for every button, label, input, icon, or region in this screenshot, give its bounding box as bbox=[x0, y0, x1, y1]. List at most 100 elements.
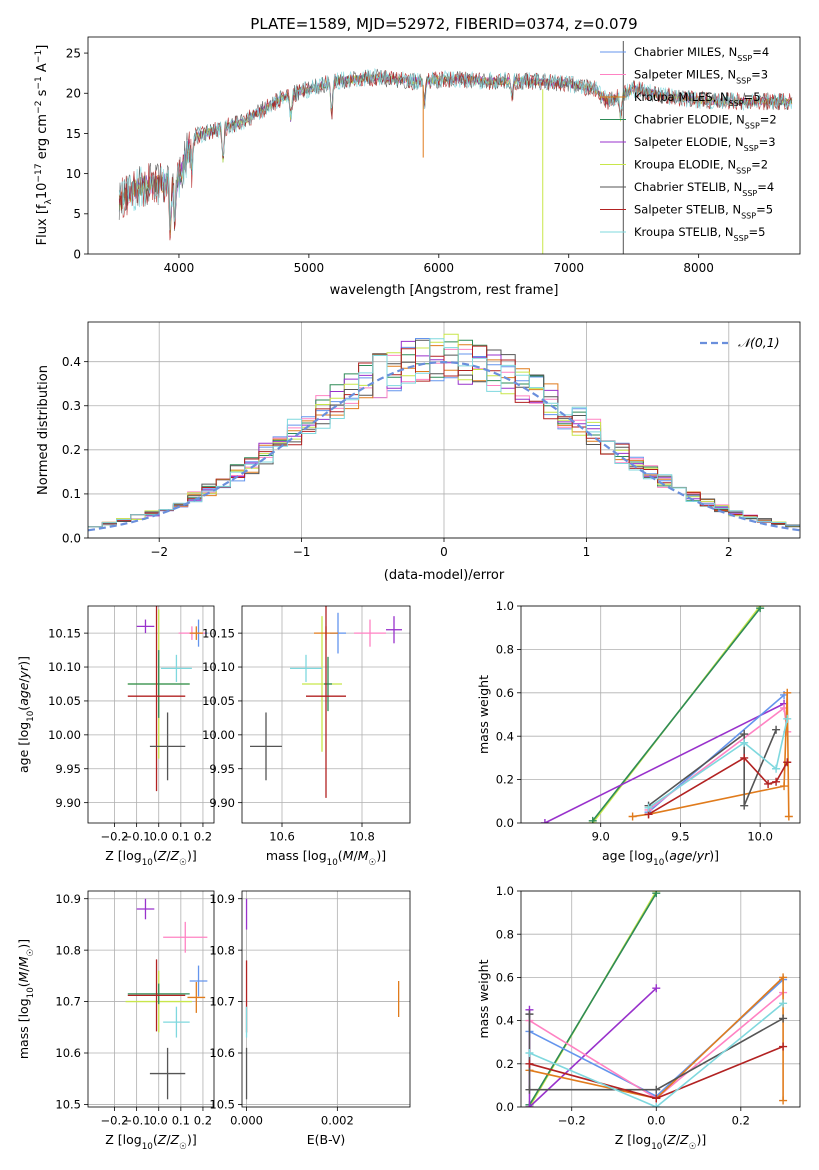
x-tick-label: 0.1 bbox=[172, 1114, 190, 1128]
x-tick-label: 0 bbox=[440, 545, 448, 559]
x-tick-label: 0.0 bbox=[647, 1114, 665, 1128]
x-tick-label: 0.002 bbox=[321, 1114, 354, 1128]
y-tick-label: 10.8 bbox=[209, 943, 235, 957]
y-tick-label: 0.3 bbox=[62, 399, 81, 413]
y-tick-label: 10.5 bbox=[209, 1098, 235, 1112]
weight-marker bbox=[525, 1059, 534, 1068]
y-tick-label: 0.4 bbox=[496, 729, 514, 743]
weight-marker bbox=[652, 984, 661, 993]
plot-area bbox=[127, 606, 208, 792]
x-axis-label: (data-model)/error bbox=[384, 568, 505, 583]
weight-marker bbox=[740, 801, 749, 810]
y-tick-label: 20 bbox=[66, 87, 81, 101]
y-tick-label: 9.95 bbox=[55, 762, 81, 776]
plot-area bbox=[540, 606, 793, 823]
y-tick-label: 10.05 bbox=[48, 694, 81, 708]
weight-marker bbox=[779, 1014, 788, 1023]
legend-label: Salpeter ELODIE, NSSP=3 bbox=[634, 135, 776, 153]
weight-marker bbox=[740, 738, 749, 747]
weight-marker bbox=[779, 999, 788, 1008]
x-tick-label: 10.0 bbox=[747, 830, 773, 844]
x-axis-label: Z [log10(Z/Z☉)] bbox=[615, 1132, 707, 1152]
y-tick-label: 10.9 bbox=[55, 892, 81, 906]
x-tick-label: 0.1 bbox=[172, 830, 190, 844]
x-tick-label: 4000 bbox=[164, 261, 195, 275]
y-tick-label: 10.6 bbox=[209, 1046, 235, 1060]
spectrum-line bbox=[118, 70, 793, 241]
weight-line bbox=[529, 975, 784, 1101]
x-axis-label: Z [log10(Z/Z☉)] bbox=[105, 848, 197, 868]
x-tick-label: −0.1 bbox=[123, 1114, 151, 1128]
axes-frame bbox=[241, 890, 411, 1108]
y-tick-label: 10.9 bbox=[209, 892, 235, 906]
y-tick-label: 0.6 bbox=[496, 971, 514, 985]
x-axis-label: age [log10(age/yr)] bbox=[602, 848, 719, 868]
normal-curve bbox=[88, 360, 800, 532]
y-axis-label: mass weight bbox=[476, 959, 491, 1038]
weight-line bbox=[529, 1002, 784, 1107]
spectrum-panel: 4000 5000 6000 7000 8000 0 5 10 15 20 25 PLATE=1589… bbox=[34, 15, 801, 298]
weight-marker bbox=[525, 1010, 534, 1019]
plot-area bbox=[525, 891, 788, 1107]
plot-area bbox=[118, 41, 793, 254]
legend-label: 𝒩(0,1) bbox=[738, 335, 780, 350]
legend-label: Chabrier MILES, NSSP=4 bbox=[634, 45, 769, 63]
legend-label: Salpeter MILES, NSSP=3 bbox=[634, 68, 768, 86]
y-tick-label: 10.8 bbox=[55, 943, 81, 957]
weight-marker bbox=[628, 812, 637, 821]
y-tick-label: 15 bbox=[66, 127, 81, 141]
x-tick-label: 2 bbox=[725, 545, 733, 559]
y-tick-label: 9.95 bbox=[209, 762, 235, 776]
weight-marker bbox=[764, 779, 773, 788]
weight-marker bbox=[783, 758, 792, 767]
y-axis-label: age [log10(age/yr)] bbox=[16, 656, 36, 773]
weight-marker bbox=[652, 1085, 661, 1094]
weight-marker bbox=[588, 816, 597, 823]
weight-marker bbox=[772, 777, 781, 786]
weight-marker bbox=[540, 819, 549, 823]
weight-line bbox=[544, 702, 785, 823]
y-tick-label: 1.0 bbox=[496, 599, 514, 613]
y-tick-label: 0.1 bbox=[62, 487, 81, 501]
weight-marker bbox=[783, 714, 792, 723]
y-axis-label: Flux [fλ10−17 erg cm−2 s−1 A−1] bbox=[34, 45, 54, 246]
x-tick-label: 0.000 bbox=[230, 1114, 263, 1128]
x-axis-label: Z [log10(Z/Z☉)] bbox=[105, 1132, 197, 1152]
y-tick-label: 10.15 bbox=[48, 626, 81, 640]
weight-marker bbox=[780, 782, 789, 791]
weight-marker bbox=[644, 803, 653, 812]
weight-marker bbox=[525, 1103, 534, 1107]
mass-vs-metallicity-panel: −0.2−0.10.0 0.1 0.2 10.5 10.6 10.7 10.8 10.9 Z [… bbox=[16, 890, 215, 1152]
weight-marker bbox=[652, 891, 661, 898]
y-tick-label: 10.05 bbox=[202, 694, 235, 708]
x-axis-label: wavelength [Angstrom, rest frame] bbox=[330, 283, 559, 298]
y-tick-label: 10.7 bbox=[209, 995, 235, 1009]
y-tick-label: 0.2 bbox=[496, 773, 514, 787]
spectrum-line bbox=[118, 67, 793, 231]
y-tick-label: 9.90 bbox=[55, 796, 81, 810]
weight-marker bbox=[779, 1042, 788, 1051]
x-tick-label: −2 bbox=[150, 545, 168, 559]
weight-marker bbox=[779, 1096, 788, 1105]
weight-marker bbox=[525, 1085, 534, 1094]
y-tick-label: 10 bbox=[66, 167, 81, 181]
x-tick-label: 0.2 bbox=[194, 830, 212, 844]
x-tick-label: 0.2 bbox=[194, 1114, 212, 1128]
x-tick-label: −0.2 bbox=[558, 1114, 586, 1128]
axes-frame bbox=[87, 321, 801, 539]
y-tick-label: 0.0 bbox=[496, 1100, 514, 1114]
y-tick-label: 0.0 bbox=[62, 531, 81, 545]
x-tick-label: −0.2 bbox=[101, 830, 129, 844]
y-tick-label: 10.10 bbox=[202, 660, 235, 674]
weight-marker bbox=[652, 1094, 661, 1103]
legend-label: Kroupa MILES, NSSP=5 bbox=[634, 90, 761, 108]
x-tick-label: 1 bbox=[583, 545, 591, 559]
x-tick-label: 5000 bbox=[294, 261, 325, 275]
plot-area bbox=[250, 606, 402, 798]
y-axis-label: mass weight bbox=[476, 675, 491, 754]
axes-frame bbox=[520, 605, 801, 824]
weight-marker bbox=[740, 730, 749, 739]
y-tick-label: 10.15 bbox=[202, 626, 235, 640]
weight-line bbox=[528, 892, 657, 1106]
mass-weight-vs-metallicity-panel: −0.2 0.0 0.2 0.0 0.2 0.4 0.6 0.8 1.0 Z [log10(Z/Z… bbox=[476, 884, 801, 1152]
